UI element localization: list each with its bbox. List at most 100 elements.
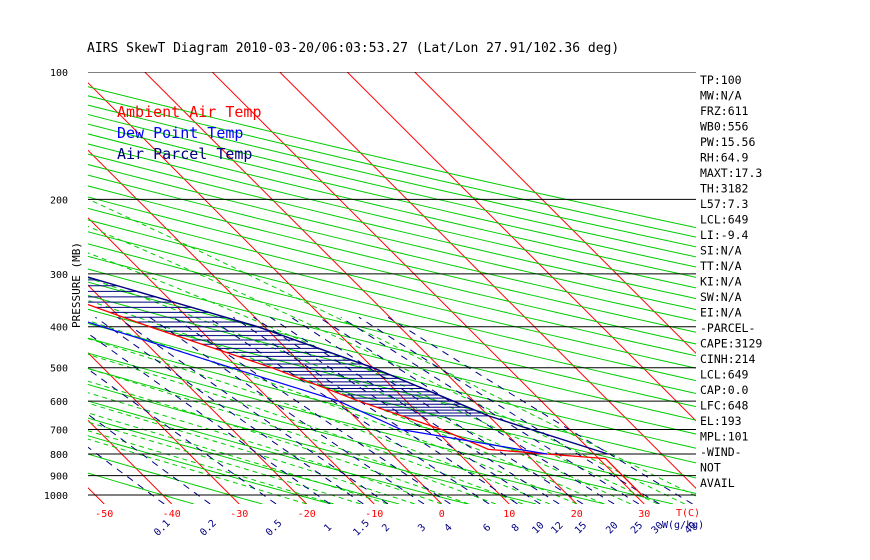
dry-adiabat-line xyxy=(88,185,696,333)
moist-adiabat-line xyxy=(88,320,577,504)
stat-label: TP:100 xyxy=(700,73,742,87)
stat-label: MW:N/A xyxy=(700,89,742,103)
stat-label: NOT xyxy=(700,461,721,475)
stat-label: CAPE:3129 xyxy=(700,337,762,351)
moist-adiabat-line xyxy=(88,225,685,504)
mixing-ratio-label: 1 xyxy=(322,522,334,534)
isotherm-line xyxy=(88,149,443,504)
dry-adiabat-line xyxy=(88,114,696,258)
cape-hatch xyxy=(88,279,489,417)
mixing-ratio-label: 12 xyxy=(549,520,565,536)
isotherm-line xyxy=(0,72,37,504)
dry-adiabat-line xyxy=(88,174,696,322)
mixing-ratio-line xyxy=(207,316,490,504)
mixing-ratio-line xyxy=(270,316,560,504)
bottom-axis-tick-label: 0 xyxy=(439,509,445,520)
stat-label: L57:7.3 xyxy=(700,197,749,211)
stat-label: MPL:101 xyxy=(700,430,749,444)
moist-adiabat-line xyxy=(88,392,442,504)
isotherm-line xyxy=(88,419,173,504)
bottom-axis-tick-label: -20 xyxy=(298,509,316,520)
mixing-ratio-line xyxy=(290,316,584,504)
dry-adiabat-line xyxy=(88,243,696,395)
dry-adiabat-line xyxy=(88,435,331,504)
mixing-ratio-unit: W(g/kg) xyxy=(662,520,704,531)
mixing-ratio-line xyxy=(88,332,331,504)
mixing-ratio-label: 2 xyxy=(380,522,392,534)
pressure-tick-label: 600 xyxy=(50,397,68,408)
dry-adiabat-line xyxy=(88,352,674,504)
bottom-axis-tick-label: 30 xyxy=(638,509,650,520)
mixing-ratio-line xyxy=(340,316,640,504)
dry-adiabat-line xyxy=(88,295,696,449)
dry-adiabat-line xyxy=(88,133,696,278)
dry-adiabat-line xyxy=(88,231,696,382)
dry-adiabat-line xyxy=(88,453,263,504)
stat-label: TH:3182 xyxy=(700,182,748,196)
pressure-tick-label: 500 xyxy=(50,364,68,375)
mixing-ratio-label: 0.5 xyxy=(264,518,285,539)
dry-adiabat-line xyxy=(88,337,696,494)
profile-lines xyxy=(88,276,645,498)
stat-label: PW:15.56 xyxy=(700,135,755,149)
stat-label: SW:N/A xyxy=(700,290,742,304)
isotherm-line xyxy=(88,284,308,504)
mixing-ratio-label: 3 xyxy=(416,522,428,534)
mixing-ratio-line xyxy=(149,316,425,504)
mixing-ratio-label: 10 xyxy=(530,520,546,536)
bottom-temp-unit: T(C) xyxy=(676,508,700,519)
moist-adiabat-line xyxy=(88,252,658,504)
pressure-tick-label: 800 xyxy=(50,450,68,461)
stat-label: LCL:649 xyxy=(700,368,749,382)
dry-adiabat-line xyxy=(88,472,194,504)
mixing-ratio-line xyxy=(318,316,615,504)
bottom-axis-tick-label: -10 xyxy=(365,509,383,520)
stat-label: WB0:556 xyxy=(700,120,749,134)
stat-label: AVAIL xyxy=(700,476,735,490)
dry-adiabat-line xyxy=(88,196,696,345)
moist-adiabat-line xyxy=(88,438,307,504)
pressure-tick-label: 700 xyxy=(50,426,68,437)
stat-label: SI:N/A xyxy=(700,244,742,258)
chart-title: AIRS SkewT Diagram 2010-03-20/06:03:53.2… xyxy=(87,41,619,56)
stat-label: LI:-9.4 xyxy=(700,228,749,242)
stat-label: CINH:214 xyxy=(700,352,755,366)
mixing-ratio-label: 8 xyxy=(510,522,522,534)
dry-adiabat-line xyxy=(88,219,696,369)
profile-line-ambient xyxy=(88,303,645,498)
moist-adiabat-line xyxy=(88,421,361,504)
stat-label: CAP:0.0 xyxy=(700,383,749,397)
dry-adiabat-line xyxy=(88,153,696,300)
mixing-ratio-axis: 0.1 0.2 0.5 1 1.5 2 3 4 6 8 10 12 15 20 25 30 40 xyxy=(152,518,699,539)
dry-adiabat-line xyxy=(88,207,696,357)
pressure-tick-label: 200 xyxy=(50,195,68,206)
bottom-axis-tick-label: -30 xyxy=(230,509,248,520)
dry-adiabat-line xyxy=(88,123,696,268)
moist-adiabat-line xyxy=(88,353,523,504)
dry-adiabat-line xyxy=(88,281,696,435)
legend-entry: Dew Point Temp xyxy=(117,124,243,142)
isotherm-line xyxy=(414,72,696,354)
stat-label: FRZ:611 xyxy=(700,104,749,118)
mixing-ratio-label: 15 xyxy=(573,520,589,536)
mixing-ratio-label: 1.5 xyxy=(351,518,372,539)
dry-adiabat-line xyxy=(88,308,696,464)
legend-entry: Ambient Air Temp xyxy=(117,103,262,121)
bottom-temperature-axis: -50 -40 -30 -20 -10 0 10 20 30 xyxy=(95,509,650,520)
pressure-tick-label: 100 xyxy=(50,68,68,79)
moist-adiabat-line xyxy=(88,430,334,504)
dry-adiabat-line xyxy=(88,143,696,289)
legend-entry: Air Parcel Temp xyxy=(117,145,252,163)
mixing-ratio-label: 4 xyxy=(443,522,455,534)
dry-adiabat-line xyxy=(88,104,696,248)
dry-adiabat-line xyxy=(88,322,696,479)
stat-label: LCL:649 xyxy=(700,213,749,227)
stat-label: TT:N/A xyxy=(700,259,742,273)
mixing-ratio-label: 25 xyxy=(629,520,645,536)
pressure-tick-label: 300 xyxy=(50,270,68,281)
stat-label: -WIND- xyxy=(700,445,742,459)
dry-adiabat-line xyxy=(88,164,696,311)
dry-adiabat-line xyxy=(88,384,537,504)
